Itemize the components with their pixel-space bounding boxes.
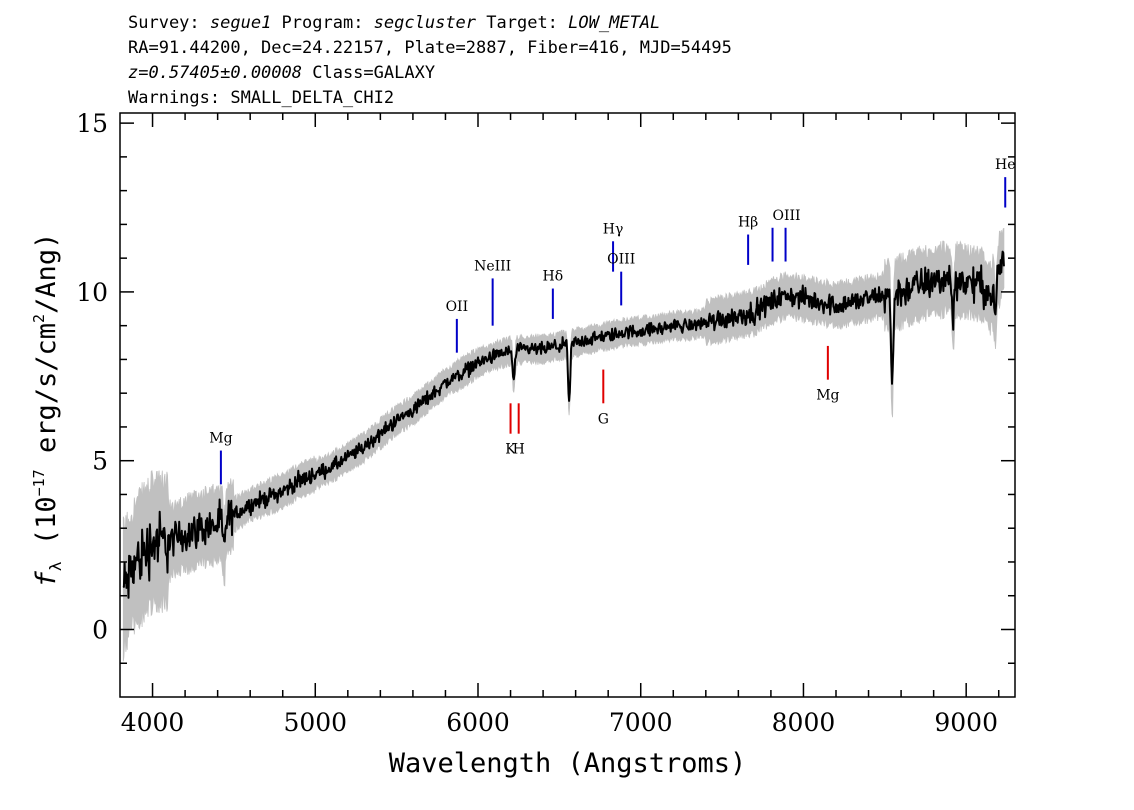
y-tick-label: 5 [92, 447, 108, 476]
marker-label-3: Hδ [543, 269, 564, 285]
x-tick-label: 5000 [283, 708, 347, 737]
x-tick-label: 6000 [446, 708, 510, 737]
x-tick-label: 7000 [609, 708, 673, 737]
marker-label-2: NeIII [474, 258, 511, 274]
marker-label-9: He [995, 157, 1016, 173]
x-axis-label: Wavelength (Angstroms) [389, 748, 747, 779]
x-tick-label: 4000 [121, 708, 185, 737]
y-tick-label: 10 [76, 278, 108, 307]
marker-label-1: OII [446, 299, 469, 315]
marker-label-5: OIII [607, 252, 635, 268]
marker-label-6: Hβ [738, 215, 758, 231]
line-markers: Mg OII NeIII Hδ Hγ OIII Hβ OIII He KH G Mg [209, 157, 1016, 485]
plot-frame [119, 112, 1016, 698]
flux-path [122, 250, 1005, 599]
y-tick-label: 15 [76, 109, 108, 138]
marker-label-11: H [513, 442, 525, 458]
x-tick-label: 8000 [772, 708, 836, 737]
marker-label-4: Hγ [603, 221, 624, 237]
x-tick-label: 9000 [934, 708, 998, 737]
axis-ticks: 4000 5000 6000 7000 8000 9000 0 5 10 15 [76, 109, 1015, 737]
marker-label-7: OIII [772, 208, 800, 224]
flux-line [122, 250, 1005, 599]
header-line-4: Warnings: SMALL_DELTA_CHI2 [128, 88, 394, 108]
y-axis-label: fλ (10−17 erg/s/cm2/Ang) [30, 233, 65, 588]
marker-label-13: Mg [816, 388, 839, 404]
marker-label-10: K [505, 442, 516, 458]
marker-label-0: Mg [209, 431, 232, 447]
header-line-1: Survey: segue1 Program: segcluster Targe… [128, 13, 660, 33]
y-tick-label: 0 [92, 615, 108, 644]
marker-label-12: G [598, 411, 609, 427]
header-line-2: RA=91.44200, Dec=24.22157, Plate=2887, F… [128, 38, 732, 58]
header-line-3: z=0.57405±0.00008 Class=GALAXY [128, 63, 435, 83]
